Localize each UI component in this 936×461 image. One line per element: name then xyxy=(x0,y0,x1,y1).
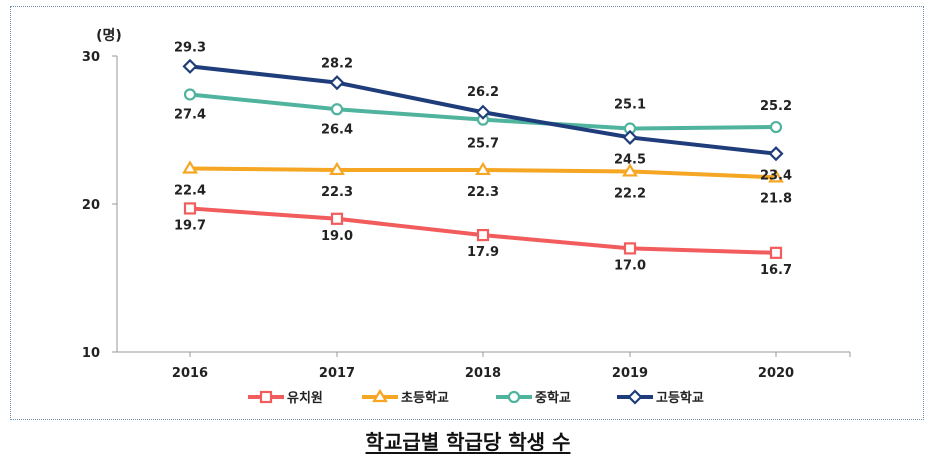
data-point-marker xyxy=(182,160,198,174)
data-label: 19.0 xyxy=(321,229,353,244)
data-point-marker xyxy=(476,228,490,242)
chart-caption: 학교급별 학급당 학생 수 xyxy=(0,426,936,455)
x-tick-label: 2017 xyxy=(319,366,355,381)
data-label: 19.7 xyxy=(174,218,206,233)
data-point-marker xyxy=(330,103,344,116)
series-markers xyxy=(182,58,784,259)
y-tick-label: 10 xyxy=(82,346,100,361)
data-point-marker xyxy=(475,104,491,120)
chart-caption-text: 학교급별 학급당 학생 수 xyxy=(365,430,571,454)
x-tick-label: 2018 xyxy=(465,366,501,381)
data-label: 22.2 xyxy=(614,186,646,201)
data-point-marker xyxy=(259,390,273,404)
data-label: 22.4 xyxy=(174,183,206,198)
data-point-marker xyxy=(627,389,643,405)
data-labels: 19.7 19.0 17.9 17.0 16.7 22.4 22.3 22.3 22.2 21.8… xyxy=(174,40,792,277)
data-point-marker xyxy=(768,146,784,162)
data-point-marker xyxy=(330,212,344,225)
data-point-marker xyxy=(622,129,638,145)
data-label: 21.8 xyxy=(760,191,792,206)
data-point-marker xyxy=(182,58,198,74)
y-tick-label: 20 xyxy=(82,198,100,213)
data-point-marker xyxy=(507,390,521,404)
data-label: 25.1 xyxy=(614,98,646,113)
data-point-marker xyxy=(623,242,637,255)
data-label: 25.7 xyxy=(467,137,499,152)
legend-label: 초등학교 xyxy=(401,390,449,406)
data-label: 26.4 xyxy=(321,122,353,137)
data-label: 27.4 xyxy=(174,107,206,122)
data-point-marker xyxy=(769,246,783,259)
y-unit-label: (명) xyxy=(96,27,122,44)
data-label: 24.5 xyxy=(614,152,646,167)
chart-legend: 유치원 초등학교 중학교 고등학교 xyxy=(248,388,704,406)
data-point-marker xyxy=(329,161,345,176)
legend-label: 유치원 xyxy=(287,390,323,406)
data-point-marker xyxy=(372,388,388,403)
data-point-marker xyxy=(622,163,638,177)
y-tick-label: 30 xyxy=(82,50,100,65)
x-tick-label: 2016 xyxy=(172,366,208,381)
data-label: 22.3 xyxy=(467,185,499,200)
x-tick-label: 2020 xyxy=(758,366,794,381)
legend-label: 고등학교 xyxy=(656,390,704,406)
data-label: 26.2 xyxy=(467,85,499,100)
x-tick-label: 2019 xyxy=(612,366,648,381)
data-point-marker xyxy=(329,75,345,91)
chart-frame xyxy=(10,6,924,420)
data-label: 23.4 xyxy=(760,169,792,184)
data-label: 22.3 xyxy=(321,185,353,200)
line-chart: 10 20 30 (명) 2016 2017 2018 2019 2020 19.7 19.0 17… xyxy=(82,27,851,406)
data-label: 29.3 xyxy=(174,40,206,55)
data-label: 16.7 xyxy=(760,263,792,278)
data-point-marker xyxy=(769,120,783,134)
data-label: 17.9 xyxy=(467,245,499,260)
chart-axes: 10 20 30 (명) 2016 2017 2018 2019 2020 xyxy=(82,27,851,381)
data-label: 17.0 xyxy=(614,258,646,273)
data-label: 25.2 xyxy=(760,99,792,114)
legend-label: 중학교 xyxy=(535,390,571,406)
data-point-marker xyxy=(768,169,784,183)
data-point-marker xyxy=(183,88,197,101)
data-point-marker xyxy=(183,202,197,215)
data-point-marker xyxy=(475,161,491,176)
data-label: 28.2 xyxy=(321,57,353,72)
